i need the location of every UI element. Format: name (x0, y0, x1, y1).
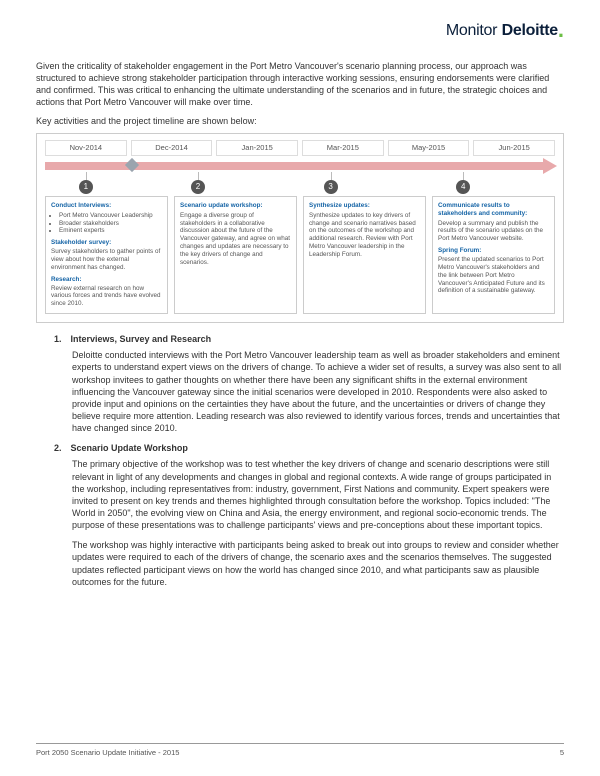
timeline-month: Jun-2015 (473, 140, 555, 156)
intro-paragraph-2: Key activities and the project timeline … (36, 115, 564, 127)
brand-dot: . (558, 17, 564, 42)
section-paragraph: Deloitte conducted interviews with the P… (72, 349, 564, 434)
timeline-month: Dec-2014 (131, 140, 213, 156)
timeline-month: Nov-2014 (45, 140, 127, 156)
timeline-step-circle: 1 (79, 180, 93, 194)
intro-block: Given the criticality of stakeholder eng… (36, 60, 564, 127)
list-item: Eminent experts (59, 227, 162, 235)
timeline-diagram: Nov-2014 Dec-2014 Jan-2015 Mar-2015 May-… (36, 133, 564, 323)
section-title: Interviews, Survey and Research (71, 334, 212, 344)
section-body: Deloitte conducted interviews with the P… (72, 349, 564, 434)
section-paragraph: The workshop was highly interactive with… (72, 539, 564, 588)
intro-paragraph-1: Given the criticality of stakeholder eng… (36, 60, 564, 109)
section-title: Scenario Update Workshop (71, 443, 188, 453)
timeline-box: Communicate results to stakeholders and … (432, 196, 555, 314)
box-title: Scenario update workshop: (180, 202, 291, 210)
brand-monitor: Monitor (446, 22, 497, 39)
box-title: Communicate results to stakeholders and … (438, 202, 549, 218)
timeline-step-circle: 4 (456, 180, 470, 194)
box-body: Engage a diverse group of stakeholders i… (180, 212, 290, 266)
box-subbody: Review external research on how various … (51, 285, 161, 308)
box-subtitle: Stakeholder survey: (51, 239, 162, 247)
section-heading: 2. Scenario Update Workshop (54, 442, 564, 454)
box-subtitle: Spring Forum: (438, 247, 549, 255)
timeline-arrow-bar (45, 162, 543, 170)
box-body: Develop a summary and publish the result… (438, 220, 543, 243)
timeline-box: Conduct Interviews: Port Metro Vancouver… (45, 196, 168, 314)
section-number: 2. (54, 442, 68, 454)
timeline-month: May-2015 (388, 140, 470, 156)
timeline-month: Jan-2015 (216, 140, 298, 156)
box-title: Synthesize updates: (309, 202, 420, 210)
section-paragraph: The primary objective of the workshop wa… (72, 458, 564, 531)
timeline-box: Scenario update workshop: Engage a diver… (174, 196, 297, 314)
timeline-arrow-head (543, 158, 557, 174)
list-item: Port Metro Vancouver Leadership (59, 212, 162, 220)
box-bullets: Port Metro Vancouver Leadership Broader … (59, 212, 162, 236)
section-heading: 1. Interviews, Survey and Research (54, 333, 564, 345)
brand-deloitte: Deloitte (502, 22, 558, 39)
timeline-step-circle: 2 (191, 180, 205, 194)
box-subbody: Survey stakeholders to gather points of … (51, 248, 160, 271)
footer-left: Port 2050 Scenario Update Initiative - 2… (36, 748, 179, 758)
timeline-step-circle: 3 (324, 180, 338, 194)
box-title: Conduct Interviews: (51, 202, 162, 210)
timeline-boxes: Conduct Interviews: Port Metro Vancouver… (45, 196, 555, 314)
box-subbody: Present the updated scenarios to Port Me… (438, 256, 545, 294)
list-item: Broader stakeholders (59, 220, 162, 228)
section-number: 1. (54, 333, 68, 345)
timeline-month: Mar-2015 (302, 140, 384, 156)
timeline-stems: 1 2 3 4 (45, 180, 555, 194)
timeline-months-row: Nov-2014 Dec-2014 Jan-2015 Mar-2015 May-… (45, 140, 555, 156)
box-subtitle: Research: (51, 276, 162, 284)
brand-logo: Monitor Deloitte. (446, 20, 564, 42)
section-body: The primary objective of the workshop wa… (72, 458, 564, 587)
timeline-arrow (45, 160, 555, 172)
page-footer: Port 2050 Scenario Update Initiative - 2… (36, 743, 564, 758)
body-sections: 1. Interviews, Survey and Research Deloi… (54, 333, 564, 588)
footer-page-number: 5 (560, 748, 564, 758)
timeline-box: Synthesize updates: Synthesize updates t… (303, 196, 426, 314)
box-body: Synthesize updates to key drivers of cha… (309, 212, 416, 258)
